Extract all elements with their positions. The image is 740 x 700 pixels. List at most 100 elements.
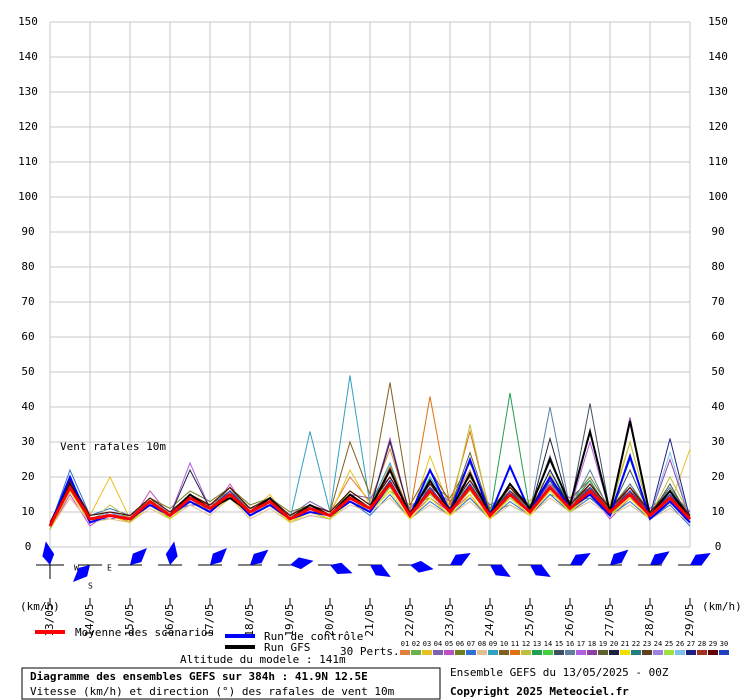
compass-label: S: [88, 582, 93, 591]
y-tick-label: 60: [711, 330, 724, 343]
legend-swatch: [510, 650, 520, 655]
x-tick-label: 13/05: [43, 603, 56, 636]
legend-swatch: [620, 650, 630, 655]
legend-label: 22: [632, 640, 640, 648]
legend-label: Moyenne des scénarios: [75, 626, 214, 639]
run-label: Ensemble GEFS du 13/05/2025 - 00Z: [450, 666, 669, 679]
wind-direction: [42, 541, 55, 565]
legend-swatch: [455, 650, 465, 655]
x-tick-label: 28/05: [643, 603, 656, 636]
x-tick-label: 14/05: [83, 603, 96, 636]
wind-direction: [250, 549, 269, 565]
series-line: [49, 476, 691, 523]
legend-label: 26: [676, 640, 684, 648]
legend-label: 20: [610, 640, 618, 648]
y-tick-label: 80: [711, 260, 724, 273]
legend-label: 19: [599, 640, 607, 648]
legend-label: Run de contrôle: [264, 630, 363, 643]
legend-label: 13: [533, 640, 541, 648]
y-tick-label: 140: [18, 50, 38, 63]
y-tick-label: 80: [21, 260, 34, 273]
x-tick-label: 19/05: [283, 603, 296, 636]
wind-direction: [370, 564, 391, 577]
x-tick-label: 15/05: [123, 603, 136, 636]
x-tick-label: 17/05: [203, 603, 216, 636]
y-tick-label: 150: [708, 15, 728, 28]
legend-swatch: [477, 650, 487, 655]
legend-swatch: [708, 650, 718, 655]
y-tick-label: 120: [18, 120, 38, 133]
legend-label: 27: [687, 640, 695, 648]
legend-swatch: [499, 650, 509, 655]
legend-label: 07: [467, 640, 475, 648]
legend-label: 11: [511, 640, 519, 648]
y-tick-label: 100: [18, 190, 38, 203]
legend-swatch: [433, 650, 443, 655]
y-tick-label: 90: [711, 225, 724, 238]
wind-direction: [650, 551, 670, 565]
x-tick-label: 25/05: [523, 603, 536, 636]
title: Diagramme des ensembles GEFS sur 384h : …: [30, 670, 368, 683]
legend-swatch: [719, 650, 729, 655]
x-tick-label: 23/05: [443, 603, 456, 636]
y-tick-label: 120: [708, 120, 728, 133]
y-tick-label: 0: [715, 540, 722, 553]
y-tick-label: 10: [711, 505, 724, 518]
legend-label: 30: [720, 640, 728, 648]
y-tick-label: 0: [25, 540, 32, 553]
legend-label: 06: [456, 640, 464, 648]
altitude: Altitude du modele : 141m: [180, 653, 346, 666]
legend-label: 29: [709, 640, 717, 648]
legend-label: 17: [577, 640, 585, 648]
legend-label: 24: [654, 640, 662, 648]
info-box: [21, 667, 441, 700]
legend-swatch: [609, 650, 619, 655]
subtitle: Vitesse (km/h) et direction (°) des rafa…: [30, 685, 395, 698]
legend-swatch: [631, 650, 641, 655]
y-tick-label: 10: [21, 505, 34, 518]
wind-direction: [530, 564, 551, 577]
wind-direction: [210, 548, 227, 565]
x-tick-label: 20/05: [323, 603, 336, 636]
x-tick-label: 16/05: [163, 603, 176, 636]
legend-swatch: [642, 650, 652, 655]
legend-swatch: [598, 650, 608, 655]
x-tick-label: 18/05: [243, 603, 256, 636]
legend-swatch: [521, 650, 531, 655]
legend-swatch: [697, 650, 707, 655]
legend-swatch: [664, 650, 674, 655]
legend-label: 23: [643, 640, 651, 648]
legend-label: 15: [555, 640, 563, 648]
wind-direction: [570, 553, 591, 566]
y-tick-label: 30: [21, 435, 34, 448]
y-tick-label: 40: [711, 400, 724, 413]
wind-direction: [690, 553, 711, 566]
y-tick-label: 110: [18, 155, 38, 168]
y-tick-label: 30: [711, 435, 724, 448]
legend-label: 21: [621, 640, 629, 648]
legend-swatch: [686, 650, 696, 655]
x-tick-label: 26/05: [563, 603, 576, 636]
wind-direction: [490, 564, 511, 577]
wind-direction: [610, 549, 629, 565]
y-tick-label: 140: [708, 50, 728, 63]
legend-label: 09: [489, 640, 497, 648]
legend-label: 16: [566, 640, 574, 648]
legend-label: 03: [423, 640, 431, 648]
compass-label: E: [107, 564, 112, 573]
legend-label: 25: [665, 640, 673, 648]
legend-swatch: [488, 650, 498, 655]
legend-label: 18: [588, 640, 596, 648]
legend-swatch: [532, 650, 542, 655]
y-tick-label: 100: [708, 190, 728, 203]
compass-label: W: [74, 564, 79, 573]
y-tick-label: 20: [21, 470, 34, 483]
legend-swatch: [554, 650, 564, 655]
x-tick-label: 27/05: [603, 603, 616, 636]
legend-label: 28: [698, 640, 706, 648]
legend-swatch: [422, 650, 432, 655]
legend-label: 08: [478, 640, 486, 648]
y-tick-label: 130: [708, 85, 728, 98]
perts-label: 30 Perts.: [340, 645, 400, 658]
